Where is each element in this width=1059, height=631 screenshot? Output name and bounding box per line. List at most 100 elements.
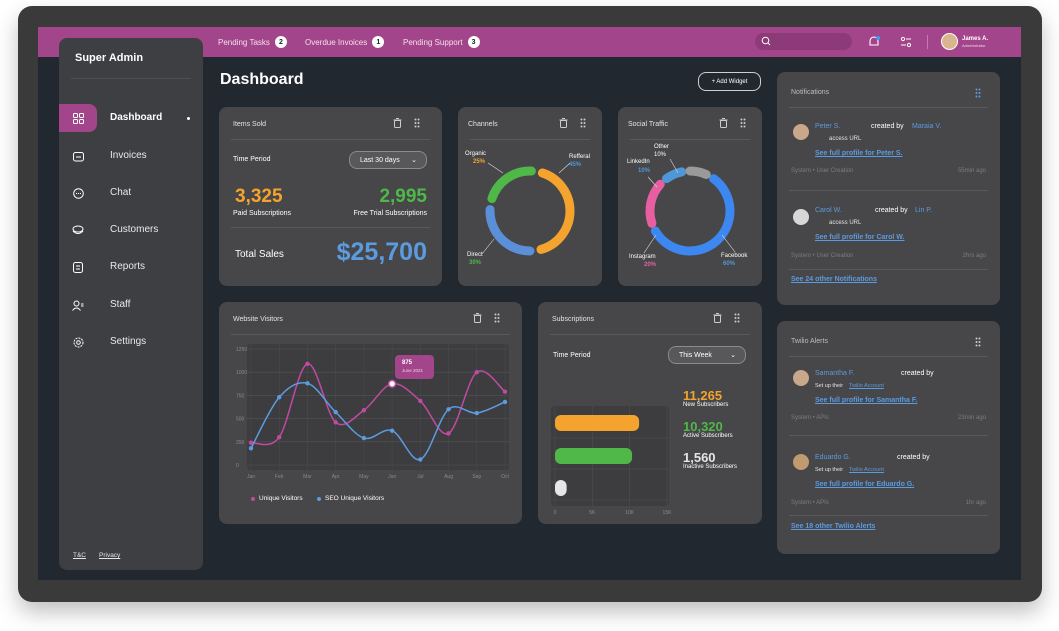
privacy-link[interactable]: Privacy [99, 552, 121, 559]
data-point [277, 395, 282, 400]
social-traffic-card: Social Traffic Other 10% LinkedIn 10% In… [618, 107, 762, 286]
donut-slice [685, 166, 711, 179]
period-select[interactable]: Last 30 days ⌄ [349, 151, 427, 169]
card-divider [550, 334, 750, 335]
card-divider [789, 356, 988, 357]
data-point [248, 446, 254, 451]
x-tick-label: Jan [247, 474, 255, 480]
x-tick-label: 10K [625, 510, 635, 516]
trash-icon[interactable] [393, 118, 402, 128]
plot-area [247, 344, 509, 470]
subscriptions-card: Subscriptions Time Period This Week ⌄ 0 5… [538, 302, 762, 524]
drag-handle-icon[interactable] [734, 313, 740, 323]
pending-tasks-link[interactable]: Pending Tasks 2 [218, 36, 287, 48]
drag-handle-icon[interactable] [975, 88, 981, 98]
tooltip-date: June 2021 [402, 368, 424, 373]
bell-icon[interactable] [867, 35, 881, 49]
card-divider [789, 190, 988, 191]
customers-icon [59, 216, 97, 244]
notification-meta: System • User Creation [791, 253, 854, 259]
time-period-label: Time Period [233, 156, 271, 163]
sidebar-item-customers[interactable]: Customers [59, 216, 203, 244]
organic-pct: 25% [473, 159, 486, 165]
avatar [793, 370, 809, 386]
data-point [361, 408, 367, 413]
active-subscribers-value: 10,320 [683, 419, 723, 434]
drag-handle-icon[interactable] [494, 313, 500, 323]
terms-link[interactable]: T&C [73, 552, 86, 559]
time-period-label: Time Period [553, 352, 591, 359]
chart-tooltip: 875 June 2021 [395, 355, 434, 379]
pending-support-link[interactable]: Pending Support 3 [403, 36, 480, 48]
drag-handle-icon[interactable] [740, 118, 746, 128]
alert-text: created by [897, 454, 930, 461]
trash-icon[interactable] [559, 118, 568, 128]
referral-pct: 45% [569, 162, 582, 168]
data-point [305, 361, 310, 367]
period-select[interactable]: This Week ⌄ [668, 346, 746, 364]
notification-user[interactable]: Peter S. [815, 123, 841, 130]
trash-icon[interactable] [473, 313, 482, 323]
sidebar-title: Super Admin [75, 52, 144, 64]
period-select-value: This Week [679, 351, 712, 359]
card-divider [789, 107, 988, 108]
avatar[interactable] [941, 33, 958, 50]
twilio-account-link[interactable]: Twilio Account [849, 383, 884, 389]
notification-text: created by [875, 207, 908, 214]
avatar [793, 454, 809, 470]
notification-user[interactable]: Carol W. [815, 207, 842, 214]
trash-icon[interactable] [719, 118, 728, 128]
chevron-down-icon: ⌄ [411, 157, 417, 164]
alert-time: 23min ago [957, 415, 986, 421]
data-point [446, 407, 451, 412]
notification-text: created by [871, 123, 904, 130]
notifications-card: Notifications Peter S. created by Maraia… [777, 72, 1000, 305]
overdue-invoices-link[interactable]: Overdue Invoices 1 [305, 36, 385, 48]
twilio-account-link[interactable]: Twilio Account [849, 467, 884, 473]
pending-support-label: Pending Support [403, 37, 463, 47]
sidebar-item-invoices[interactable]: Invoices [59, 142, 203, 170]
search-input[interactable] [755, 33, 852, 50]
alert-sub: Set up their [815, 383, 844, 389]
total-sales-value: $25,700 [336, 238, 427, 266]
y-tick-label: 250 [236, 440, 245, 446]
x-tick-label: 5K [589, 510, 596, 516]
drag-handle-icon[interactable] [414, 118, 420, 128]
x-tick-label: Feb [275, 474, 284, 480]
legend-label: SEO Unique Visitors [325, 495, 385, 502]
trash-icon[interactable] [713, 313, 722, 323]
see-all-notifications-link[interactable]: See 24 other Notifications [791, 276, 877, 283]
sidebar-item-settings[interactable]: Settings [59, 328, 203, 356]
x-tick-label: Apr [332, 474, 340, 480]
x-tick-label: Jul [417, 474, 423, 480]
profile-link[interactable]: See full profile for Eduardo G. [815, 481, 915, 488]
twilio-alerts-card: Twilio Alerts Samantha F. created by Set… [777, 321, 1000, 554]
profile-link[interactable]: See full profile for Carol W. [815, 234, 905, 241]
legend-swatch [317, 497, 321, 501]
toggle-settings-icon[interactable] [899, 35, 913, 49]
sidebar-label-chat: Chat [110, 187, 132, 198]
profile-link[interactable]: See full profile for Peter S. [815, 150, 903, 157]
add-widget-button[interactable]: + Add Widget [698, 72, 761, 91]
facebook-pct: 60% [723, 261, 736, 267]
alert-user[interactable]: Eduardo G. [815, 454, 851, 461]
sidebar-item-dashboard[interactable]: Dashboard [59, 104, 203, 132]
drag-handle-icon[interactable] [975, 337, 981, 347]
leader-line [721, 234, 736, 253]
data-point [418, 457, 423, 462]
donut-slice [487, 166, 536, 204]
alert-user[interactable]: Samantha F. [815, 370, 855, 377]
period-select-value: Last 30 days [360, 156, 400, 164]
see-all-twilio-link[interactable]: See 18 other Twilio Alerts [791, 523, 876, 530]
profile-link[interactable]: See full profile for Samantha F. [815, 397, 918, 404]
notification-by[interactable]: Lin P. [915, 207, 932, 214]
sidebar-item-reports[interactable]: Reports [59, 253, 203, 281]
channels-card: Channels Organic 25% Refferal 45% Direct… [458, 107, 602, 286]
organic-label: Organic [465, 151, 487, 157]
drag-handle-icon[interactable] [580, 118, 586, 128]
notification-by[interactable]: Maraia V. [912, 123, 942, 130]
alert-meta: System • APIs [791, 415, 829, 421]
data-point [361, 435, 367, 441]
sidebar-item-chat[interactable]: Chat [59, 179, 203, 207]
sidebar-item-staff[interactable]: Staff [59, 291, 203, 319]
